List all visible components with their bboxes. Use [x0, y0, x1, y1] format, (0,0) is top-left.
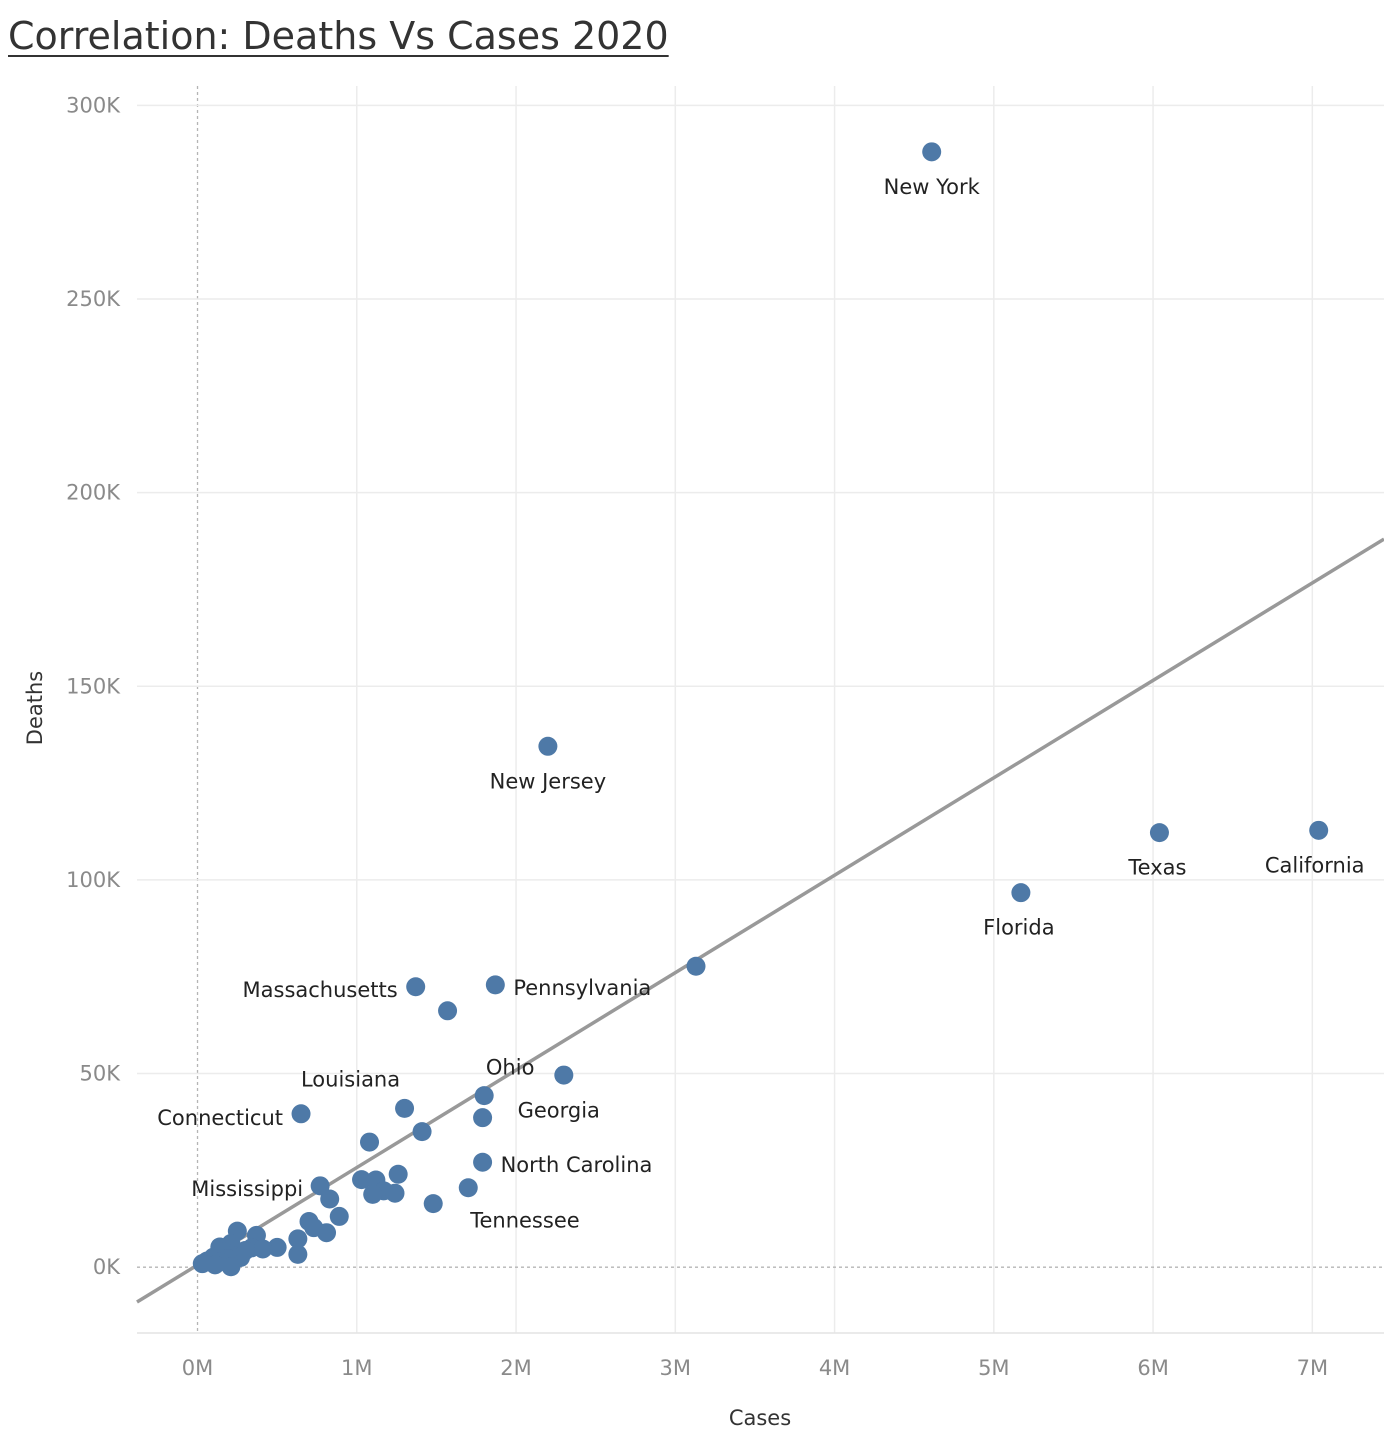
data-point[interactable] [320, 1189, 340, 1209]
point-label: Tennessee [469, 1209, 579, 1233]
data-point[interactable] [686, 956, 706, 976]
y-tick-label: 50K [80, 1062, 122, 1086]
x-axis-title: Cases [729, 1406, 791, 1430]
data-point[interactable] [288, 1229, 308, 1249]
data-point[interactable] [438, 1001, 458, 1021]
point-label: Ohio [486, 1056, 535, 1080]
y-tick-label: 200K [66, 481, 121, 505]
data-point[interactable] [360, 1132, 380, 1152]
x-tick-label: 6M [1137, 1356, 1168, 1380]
data-point[interactable] [310, 1176, 330, 1196]
x-axis-ticks: 0M 1M 2M 3M 4M 5M 6M 7M [182, 1356, 1328, 1380]
point-label: New Jersey [490, 769, 607, 793]
data-point[interactable] [922, 142, 942, 162]
trend-line [136, 537, 1384, 1304]
point-label: New York [884, 175, 981, 199]
data-point[interactable] [554, 1065, 574, 1085]
y-tick-label: 100K [66, 868, 121, 892]
point-label: North Carolina [501, 1153, 653, 1177]
x-tick-label: 2M [500, 1356, 531, 1380]
grid [137, 86, 1384, 1334]
data-point[interactable] [363, 1184, 383, 1204]
data-point[interactable] [205, 1255, 225, 1275]
point-label: California [1265, 853, 1365, 877]
x-tick-label: 1M [341, 1356, 372, 1380]
y-tick-label: 300K [66, 93, 121, 117]
data-point[interactable] [267, 1237, 287, 1257]
y-tick-label: 0K [93, 1255, 121, 1279]
data-point[interactable] [395, 1098, 415, 1118]
data-point[interactable] [412, 1122, 432, 1142]
data-point[interactable] [485, 975, 505, 995]
data-point[interactable] [317, 1223, 337, 1243]
data-point[interactable] [388, 1164, 408, 1184]
point-labels: New York New Jersey California Texas Florida… [157, 175, 1364, 1233]
data-point[interactable] [406, 977, 426, 997]
data-point[interactable] [1149, 823, 1169, 843]
x-tick-label: 0M [182, 1356, 213, 1380]
y-tick-label: 250K [66, 287, 121, 311]
data-point[interactable] [473, 1108, 493, 1128]
data-point[interactable] [538, 736, 558, 756]
data-point[interactable] [329, 1206, 349, 1226]
x-tick-label: 7M [1297, 1356, 1328, 1380]
y-axis-ticks: 0K 50K 100K 150K 200K 250K 300K [66, 93, 121, 1279]
x-tick-label: 5M [978, 1356, 1009, 1380]
y-tick-label: 150K [66, 674, 121, 698]
data-point[interactable] [1309, 820, 1329, 840]
point-label: Louisiana [301, 1067, 400, 1091]
point-label: Florida [983, 916, 1054, 940]
point-label: Texas [1127, 856, 1186, 880]
trend-line-group [136, 537, 1384, 1304]
data-points [192, 142, 1329, 1277]
data-point[interactable] [288, 1244, 308, 1264]
point-label: Georgia [518, 1099, 600, 1123]
data-point[interactable] [221, 1257, 241, 1277]
point-label: Massachusetts [243, 978, 398, 1002]
y-axis-title: Deaths [23, 671, 47, 745]
x-tick-label: 4M [819, 1356, 850, 1380]
point-label: Connecticut [157, 1106, 283, 1130]
data-point[interactable] [423, 1194, 443, 1214]
x-tick-label: 3M [660, 1356, 691, 1380]
data-point[interactable] [352, 1170, 372, 1190]
chart-title: Correlation: Deaths Vs Cases 2020 [8, 14, 669, 58]
data-point[interactable] [385, 1183, 405, 1203]
data-point[interactable] [291, 1104, 311, 1124]
data-point[interactable] [473, 1152, 493, 1172]
point-label: Pennsylvania [513, 976, 651, 1000]
data-point[interactable] [1011, 883, 1031, 903]
data-point[interactable] [474, 1086, 494, 1106]
data-point[interactable] [458, 1178, 478, 1198]
data-point[interactable] [253, 1239, 273, 1259]
point-label: Mississippi [191, 1177, 303, 1201]
